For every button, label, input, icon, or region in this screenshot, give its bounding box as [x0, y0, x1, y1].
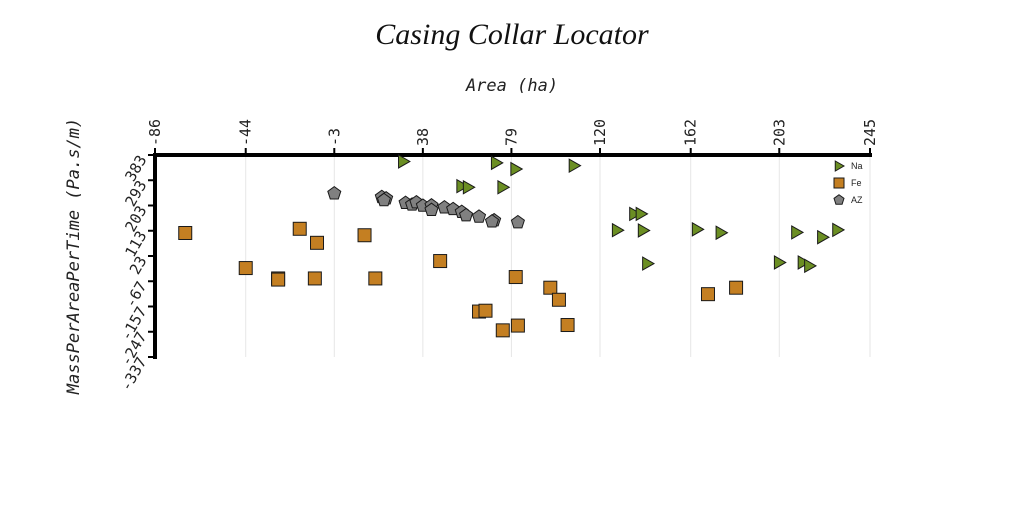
point-na [456, 178, 470, 194]
point-na [642, 256, 656, 271]
x-tick-label: 203 [770, 119, 788, 146]
point-az [424, 202, 439, 217]
data-points [178, 154, 846, 338]
point-az [471, 209, 487, 223]
point-fe [357, 228, 372, 243]
x-tick-label: 162 [682, 119, 700, 146]
legend-label: Fe [851, 178, 862, 188]
x-tick-label: -86 [146, 119, 164, 146]
point-na [832, 222, 846, 238]
point-na [490, 155, 504, 171]
point-fe [310, 235, 325, 250]
point-fe [495, 323, 510, 338]
point-az [484, 214, 500, 228]
point-fe [178, 225, 193, 240]
legend-marker-az [833, 194, 845, 205]
chart-title: Casing Collar Locator [375, 18, 649, 51]
point-fe [551, 292, 566, 307]
x-tick-label: 245 [861, 119, 879, 146]
point-na [773, 255, 787, 270]
point-fe [307, 271, 322, 286]
point-fe [271, 272, 286, 287]
x-tick-label: 79 [502, 128, 520, 146]
point-na [635, 206, 649, 222]
point-fe [368, 271, 383, 286]
x-tick-label: -3 [325, 128, 343, 146]
point-na [715, 225, 729, 241]
legend-label: Na [851, 161, 863, 171]
y-axis-label: MassPerAreaPerTime (Pa.s/m) [64, 118, 84, 395]
point-fe [729, 280, 744, 295]
point-az [510, 214, 525, 229]
point-fe [700, 287, 715, 302]
point-az [376, 192, 392, 207]
x-axis-label: Area (ha) [465, 76, 558, 96]
point-na [398, 154, 411, 169]
point-na [497, 179, 511, 195]
point-na [691, 221, 705, 237]
point-na [462, 179, 476, 195]
gridlines [245, 155, 871, 357]
point-fe [560, 318, 575, 333]
point-na [791, 225, 805, 240]
point-fe [433, 254, 448, 269]
point-fe [478, 303, 493, 318]
point-na [568, 158, 582, 174]
point-na [629, 206, 643, 222]
point-az [327, 185, 342, 200]
point-na [804, 258, 818, 274]
legend-label: AZ [851, 195, 863, 205]
x-tick-label: 120 [591, 119, 609, 146]
point-na [797, 255, 811, 270]
point-fe [238, 261, 253, 276]
point-na [637, 223, 651, 238]
point-na [611, 222, 625, 238]
legend-marker-na [834, 160, 846, 172]
point-na [817, 229, 830, 245]
point-fe [543, 280, 558, 295]
point-az [458, 207, 474, 222]
legend-marker-fe [833, 177, 845, 189]
legend: Na Fe AZ [833, 160, 863, 205]
point-na [510, 161, 524, 177]
x-tick-label: -44 [237, 119, 255, 146]
x-tick-label: 38 [414, 128, 432, 146]
point-fe [510, 318, 525, 333]
point-fe [292, 221, 307, 236]
point-fe [508, 270, 523, 285]
